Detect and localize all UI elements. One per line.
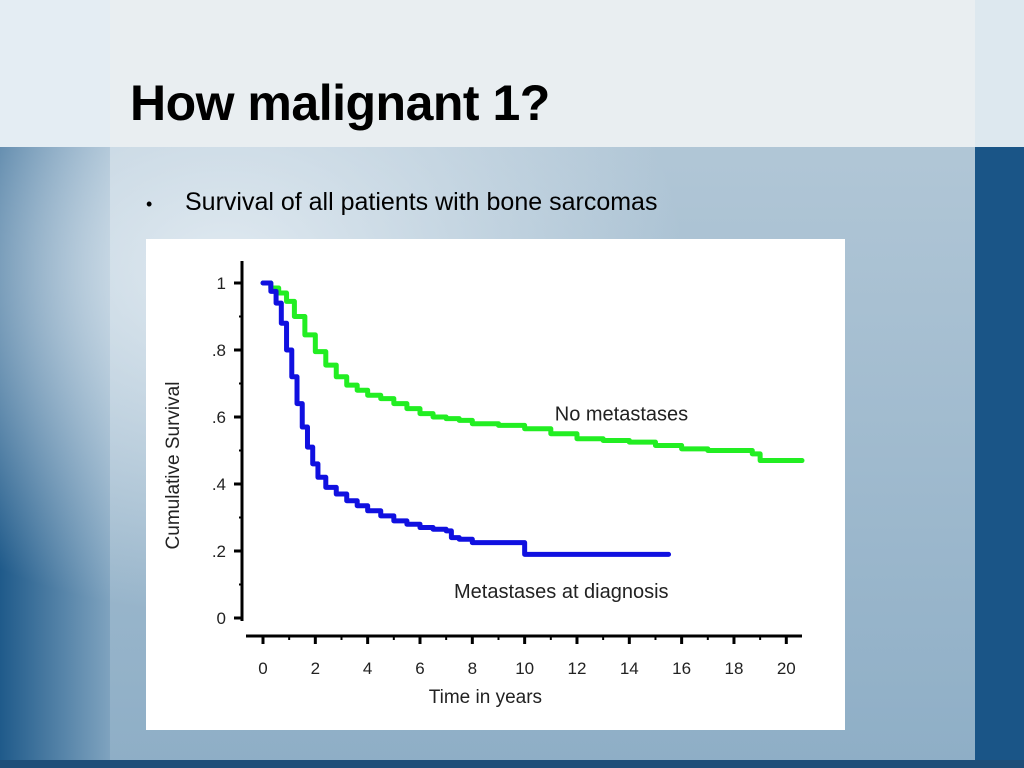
x-tick-label: 16 bbox=[672, 659, 691, 678]
x-tick-label: 6 bbox=[415, 659, 424, 678]
no-metastases-curve bbox=[260, 280, 805, 464]
x-tick-label: 14 bbox=[620, 659, 639, 678]
bullet-dot-icon: • bbox=[146, 194, 153, 214]
slide-title: How malignant 1? bbox=[130, 75, 550, 131]
chart-series bbox=[260, 280, 805, 557]
survival-chart-panel: 0.2.4.6.8 1 0 2 4 6 8 10 12 14 16 18 20 Time in years… bbox=[146, 239, 845, 730]
x-tick-label: 20 bbox=[777, 659, 796, 678]
y-axis-label: Cumulative Survival bbox=[163, 382, 184, 550]
bullet-item: • Survival of all patients with bone sar… bbox=[146, 188, 657, 217]
x-tick-label: 10 bbox=[515, 659, 534, 678]
x-tick-label: 0 bbox=[258, 659, 267, 678]
x-tick-label: 8 bbox=[468, 659, 477, 678]
y-tick-label: .6 bbox=[212, 408, 226, 427]
x-tick-label: 2 bbox=[311, 659, 320, 678]
y-tick-label: .2 bbox=[212, 542, 226, 561]
bullet-text: Survival of all patients with bone sarco… bbox=[185, 188, 658, 216]
y-tick-label: 0 bbox=[217, 609, 226, 628]
chart-axes bbox=[234, 261, 802, 644]
y-tick-label: .8 bbox=[212, 341, 226, 360]
x-tick-label: 18 bbox=[725, 659, 744, 678]
x-tick-label: 4 bbox=[363, 659, 372, 678]
y-tick-label: .4 bbox=[212, 475, 226, 494]
no-metastases-annotation: No metastases bbox=[555, 404, 688, 426]
metastases-annotation: Metastases at diagnosis bbox=[454, 581, 669, 603]
y-tick-label: 1 bbox=[217, 274, 226, 293]
metastases-curve bbox=[260, 280, 672, 557]
x-tick-label: 12 bbox=[568, 659, 587, 678]
x-axis-label: Time in years bbox=[429, 687, 542, 708]
